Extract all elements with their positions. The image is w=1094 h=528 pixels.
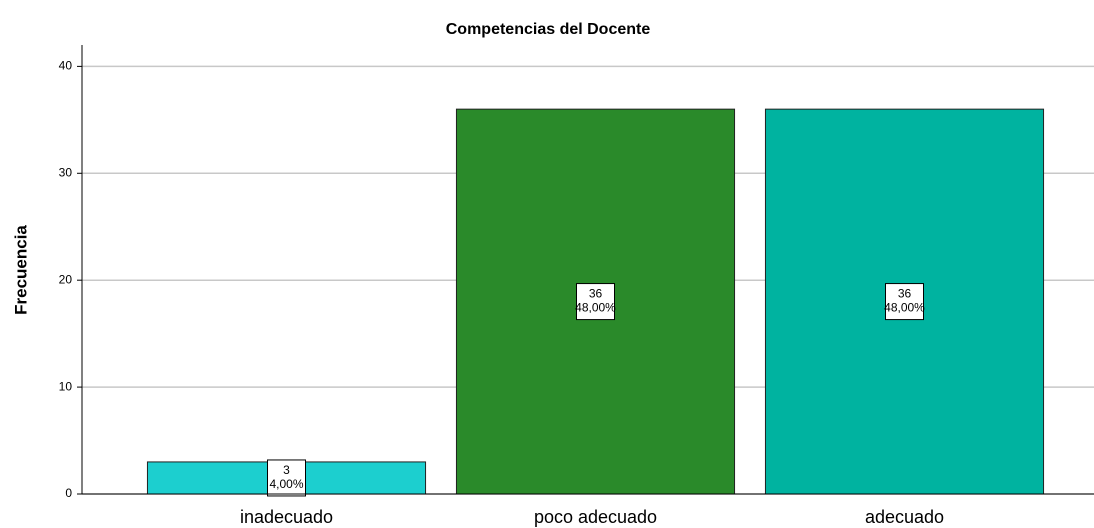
data-label: 36 <box>898 287 912 301</box>
y-axis-label: Frecuencia <box>11 225 30 315</box>
x-tick-label: inadecuado <box>240 507 333 527</box>
data-label-percent: 48,00% <box>884 301 925 315</box>
y-tick-label: 20 <box>59 272 73 286</box>
y-tick-label: 0 <box>65 486 72 500</box>
data-label: 36 <box>589 287 603 301</box>
y-tick-label: 10 <box>59 379 73 393</box>
data-label: 3 <box>283 463 290 477</box>
x-tick-label: poco adecuado <box>534 507 657 527</box>
data-label-percent: 48,00% <box>575 301 616 315</box>
chart-title: Competencias del Docente <box>446 21 651 38</box>
y-tick-label: 30 <box>59 165 73 179</box>
data-label-box <box>885 283 924 321</box>
data-label-box <box>267 459 306 497</box>
y-tick-label: 40 <box>59 59 73 73</box>
x-tick-label: adecuado <box>865 507 944 527</box>
data-label-box <box>576 283 615 321</box>
data-label-percent: 4,00% <box>269 477 303 491</box>
